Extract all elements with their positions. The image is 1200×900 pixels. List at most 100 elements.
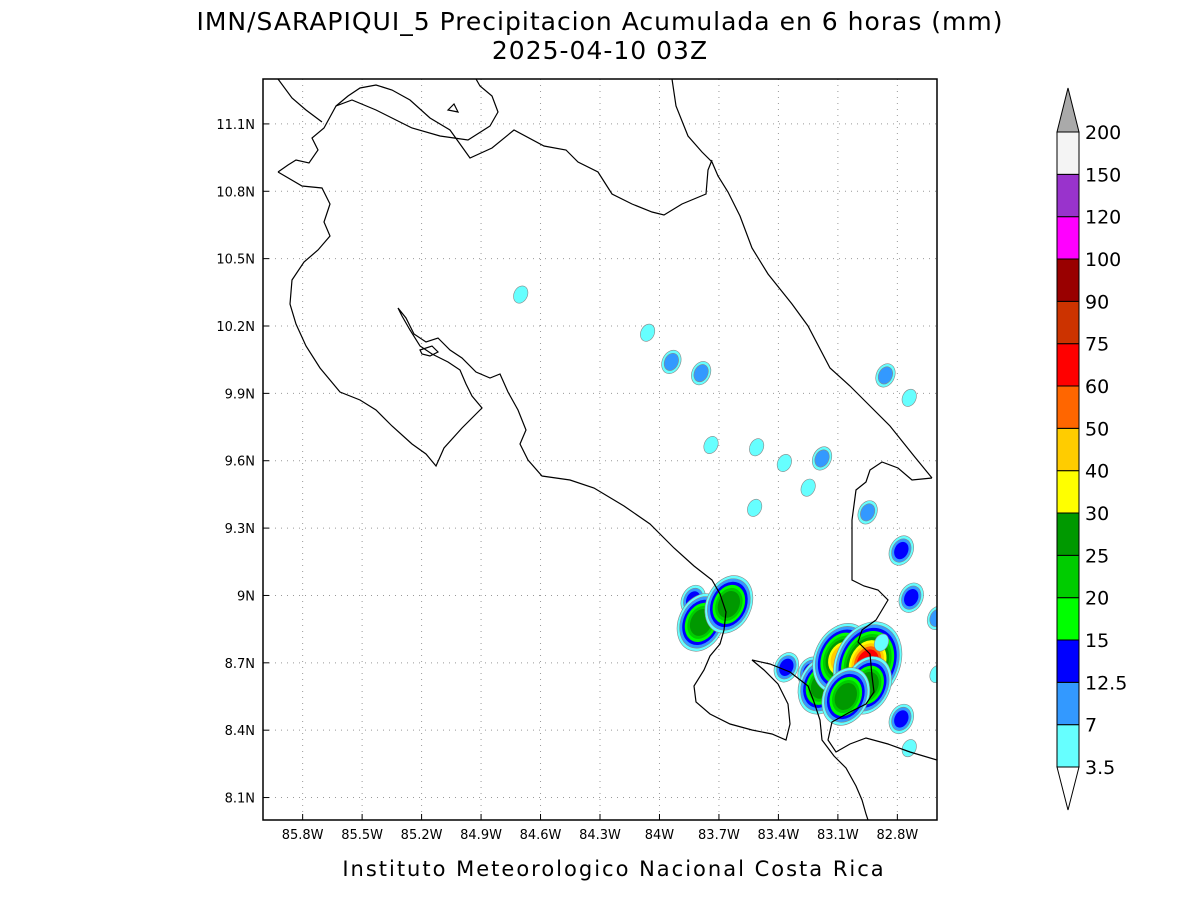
- rain-contour-3.5: [703, 436, 719, 454]
- colorbar-level-label: 40: [1085, 461, 1109, 483]
- rain-cell: [888, 703, 914, 735]
- longitude-axis: 85.8W 85.5W 85.2W 84.9W 84.6W 84.3W 84W 83.7W 83…: [282, 814, 918, 843]
- rain-cell: [898, 582, 924, 613]
- rain-contour-3.5: [873, 633, 889, 652]
- rain-contour-3.5: [749, 438, 765, 457]
- rain-contour-3.5: [800, 478, 816, 497]
- colorbar-swatch: [1056, 597, 1080, 641]
- caribbean-coastline: [671, 79, 933, 479]
- colorbar-swatch: [1056, 639, 1080, 683]
- pacific-coastline: [277, 79, 499, 173]
- rain-cell: [800, 478, 816, 497]
- lat-tick-label: 9.3N: [225, 522, 255, 537]
- map-gridlines: [263, 79, 937, 820]
- map-title: IMN/SARAPIQUI_5 Precipitacion Acumulada …: [196, 7, 1003, 36]
- lon-tick-label: 83.1W: [817, 828, 859, 843]
- rain-cell: [747, 498, 763, 517]
- colorbar-level-label: 25: [1085, 545, 1109, 567]
- lat-tick-label: 8.4N: [225, 724, 255, 739]
- lon-tick-label: 84.3W: [579, 828, 621, 843]
- colorbar-swatch: [1056, 427, 1080, 472]
- rain-contour-25: [717, 590, 741, 618]
- colorbar-level-label: 7: [1085, 715, 1097, 737]
- colorbar-swatch: [1056, 216, 1080, 260]
- colorbar-over-triangle: [1056, 87, 1080, 133]
- colorbar-level-label: 75: [1085, 334, 1109, 356]
- colorbar-level-label: 30: [1085, 503, 1109, 525]
- colorbar-level-label: 12.5: [1085, 672, 1127, 694]
- rain-contour-3.5: [640, 323, 656, 342]
- colorbar-level-label: 100: [1085, 249, 1121, 271]
- lat-tick-label: 10.8N: [216, 185, 255, 200]
- western-peninsula-coastline: [277, 171, 869, 820]
- rain-contour-25: [834, 683, 858, 710]
- colorbar-swatch: [1056, 300, 1080, 345]
- colorbar-level-label: 90: [1085, 291, 1109, 313]
- map-subtitle-datetime: 2025-04-10 03Z: [492, 36, 708, 65]
- lon-tick-label: 84.6W: [520, 828, 562, 843]
- lat-tick-label: 8.1N: [225, 792, 255, 807]
- rain-contour-7: [929, 608, 937, 627]
- colorbar-swatch: [1056, 258, 1080, 302]
- lon-tick-label: 85.5W: [341, 828, 383, 843]
- rain-contour-12.5: [894, 710, 909, 728]
- rain-contour-7: [860, 503, 876, 522]
- rain-cell: [901, 388, 917, 407]
- colorbar-swatch: [1056, 385, 1080, 429]
- northern-border: [277, 79, 713, 216]
- lon-tick-label: 83.4W: [758, 828, 800, 843]
- coastline-and-borders: [277, 79, 937, 820]
- rain-cell: [703, 436, 719, 454]
- colorbar-swatch: [1056, 173, 1080, 218]
- rain-cell: [691, 361, 712, 386]
- rain-cell: [640, 323, 656, 342]
- rain-cell: [888, 535, 914, 566]
- rain-cell: [875, 363, 896, 388]
- colorbar-swatch: [1056, 724, 1080, 768]
- colorbar-swatch: [1056, 681, 1080, 726]
- rain-cell: [873, 633, 889, 652]
- colorbar-swatch: [1056, 131, 1080, 175]
- lon-tick-label: 84.9W: [460, 828, 502, 843]
- precipitation-colorbar: 3.5 7 12.5 15 20 25 30 40 50 60 75 90 100 120 150 200: [1056, 87, 1127, 811]
- rain-cell: [929, 665, 937, 683]
- island-chira: [419, 345, 440, 357]
- lon-tick-label: 82.8W: [876, 828, 918, 843]
- colorbar-swatch: [1056, 343, 1080, 387]
- lon-tick-label: 84W: [645, 828, 675, 843]
- rain-cell: [513, 285, 529, 304]
- rain-contour-7: [814, 449, 830, 468]
- rain-contour-12.5: [904, 589, 919, 607]
- colorbar-level-label: 50: [1085, 418, 1109, 440]
- colorbar-level-label: 3.5: [1085, 757, 1115, 779]
- footer-credit: Instituto Meteorologico Nacional Costa R…: [342, 857, 885, 881]
- rain-cell: [661, 349, 682, 374]
- rain-contour-3.5: [513, 285, 529, 304]
- lat-tick-label: 11.1N: [216, 118, 255, 133]
- latitude-axis: 11.1N 10.8N 10.5N 10.2N 9.9N 9.6N 9.3N 9N 8.7N 8.…: [216, 118, 269, 807]
- panama-border: [827, 461, 937, 761]
- lon-tick-label: 83.7W: [698, 828, 740, 843]
- rain-contour-7: [663, 352, 679, 371]
- island-lake: [446, 102, 460, 113]
- lat-tick-label: 9N: [237, 589, 255, 604]
- colorbar-level-label: 150: [1085, 164, 1121, 186]
- rain-contour-7: [693, 364, 709, 383]
- lat-tick-label: 10.2N: [216, 320, 255, 335]
- rain-contour-3.5: [747, 498, 763, 517]
- lon-tick-label: 85.2W: [401, 828, 443, 843]
- lat-tick-label: 9.6N: [225, 455, 255, 470]
- rain-contour-7: [877, 366, 893, 385]
- rain-contour-3.5: [901, 388, 917, 407]
- colorbar-level-label: 15: [1085, 630, 1109, 652]
- colorbar-level-label: 200: [1085, 122, 1121, 144]
- precipitation-field: [513, 285, 937, 758]
- colorbar-swatch: [1056, 554, 1080, 599]
- rain-contour-3.5: [929, 665, 937, 683]
- lat-tick-label: 8.7N: [225, 657, 255, 672]
- lat-tick-label: 9.9N: [225, 387, 255, 402]
- colorbar-level-label: 20: [1085, 588, 1109, 610]
- colorbar-swatch: [1056, 470, 1080, 514]
- rain-cell: [776, 454, 792, 472]
